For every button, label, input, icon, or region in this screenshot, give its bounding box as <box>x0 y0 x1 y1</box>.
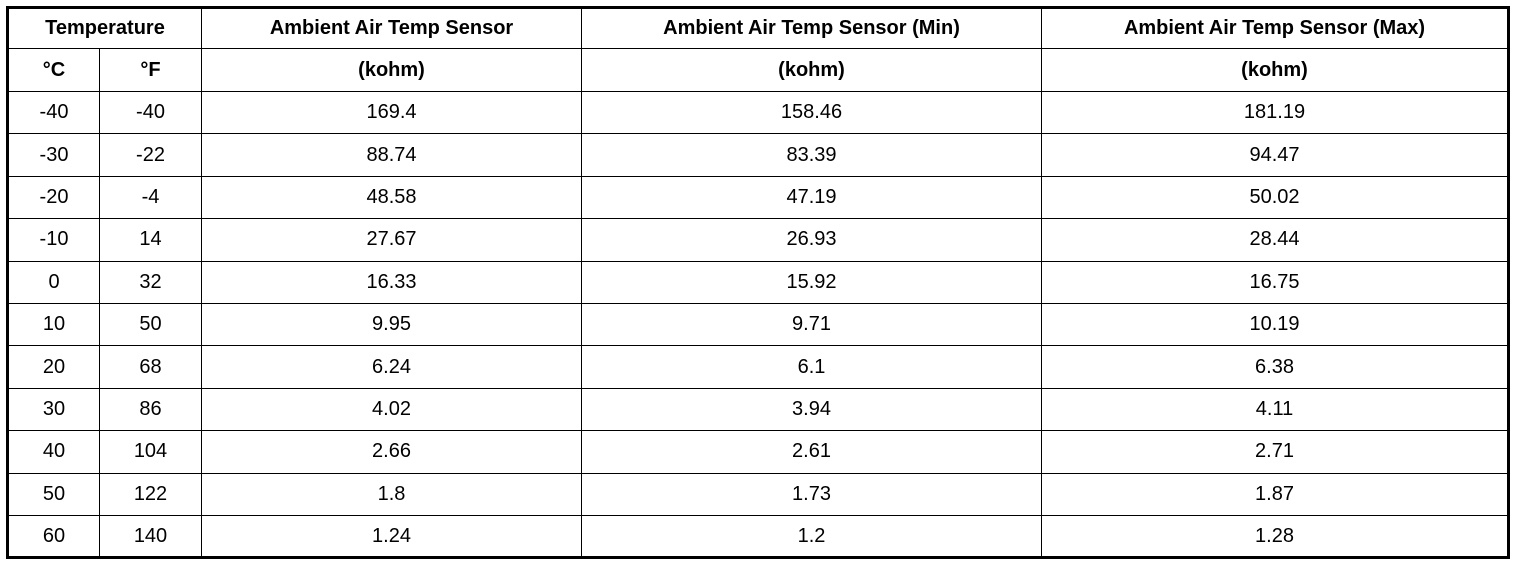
table-row: 40 104 2.66 2.61 2.71 <box>7 430 1510 474</box>
table-cell: 50 <box>7 472 100 516</box>
table-cell: 88.74 <box>201 133 583 177</box>
table-cell: 104 <box>98 430 203 474</box>
table-cell: 140 <box>98 514 203 559</box>
table-row: 20 68 6.24 6.1 6.38 <box>7 345 1510 389</box>
header-cell: (kohm) <box>581 48 1043 92</box>
table-cell: 1.8 <box>201 472 583 516</box>
table-cell: 9.71 <box>581 302 1043 347</box>
table-cell: 30 <box>7 387 100 432</box>
table-cell: 28.44 <box>1041 218 1510 262</box>
table-cell: 20 <box>7 345 100 389</box>
table-cell: 4.11 <box>1041 387 1510 432</box>
header-cell: Ambient Air Temp Sensor (Max) <box>1041 7 1510 49</box>
table-cell: 40 <box>7 430 100 474</box>
table-cell: 50 <box>98 302 203 347</box>
table-cell: 32 <box>98 260 203 304</box>
table-cell: 6.1 <box>581 345 1043 389</box>
table-body: -40 -40 169.4 158.46 181.19 -30 -22 88.74 83.39 9… <box>7 90 1510 559</box>
table-cell: 1.87 <box>1041 472 1510 516</box>
table-row: 60 140 1.24 1.2 1.28 <box>7 514 1510 559</box>
table-cell: 1.2 <box>581 514 1043 559</box>
table-cell: 14 <box>98 218 203 262</box>
table-cell: 10.19 <box>1041 302 1510 347</box>
table-cell: 6.24 <box>201 345 583 389</box>
table-cell: 94.47 <box>1041 133 1510 177</box>
table-cell: 1.28 <box>1041 514 1510 559</box>
table-cell: 86 <box>98 387 203 432</box>
table-cell: 2.66 <box>201 430 583 474</box>
header-cell: °C <box>7 48 100 92</box>
table-cell: 2.61 <box>581 430 1043 474</box>
table-cell: 48.58 <box>201 175 583 220</box>
table-row: -20 -4 48.58 47.19 50.02 <box>7 175 1510 220</box>
table-row: -40 -40 169.4 158.46 181.19 <box>7 90 1510 135</box>
table-cell: 122 <box>98 472 203 516</box>
table-cell: -10 <box>7 218 100 262</box>
header-cell: (kohm) <box>201 48 583 92</box>
table-cell: 169.4 <box>201 90 583 135</box>
table-cell: 0 <box>7 260 100 304</box>
table-cell: 6.38 <box>1041 345 1510 389</box>
table-cell: 158.46 <box>581 90 1043 135</box>
table-cell: -30 <box>7 133 100 177</box>
table-cell: 60 <box>7 514 100 559</box>
table-row: 10 50 9.95 9.71 10.19 <box>7 302 1510 347</box>
table-cell: -40 <box>7 90 100 135</box>
table-cell: 3.94 <box>581 387 1043 432</box>
table-row: -10 14 27.67 26.93 28.44 <box>7 218 1510 262</box>
table-cell: 50.02 <box>1041 175 1510 220</box>
header-cell: °F <box>98 48 203 92</box>
table-cell: 4.02 <box>201 387 583 432</box>
table-cell: 181.19 <box>1041 90 1510 135</box>
table-cell: 16.75 <box>1041 260 1510 304</box>
header-row: °C °F (kohm) (kohm) (kohm) <box>7 48 1510 92</box>
table-row: 30 86 4.02 3.94 4.11 <box>7 387 1510 432</box>
header-cell: (kohm) <box>1041 48 1510 92</box>
header-cell: Ambient Air Temp Sensor (Min) <box>581 7 1043 49</box>
table-row: 50 122 1.8 1.73 1.87 <box>7 472 1510 516</box>
table-row: 0 32 16.33 15.92 16.75 <box>7 260 1510 304</box>
table-cell: 47.19 <box>581 175 1043 220</box>
table-cell: -22 <box>98 133 203 177</box>
table-cell: 2.71 <box>1041 430 1510 474</box>
header-cell: Temperature <box>6 7 203 49</box>
table-cell: 83.39 <box>581 133 1043 177</box>
table-cell: 68 <box>98 345 203 389</box>
resistance-table: Temperature Ambient Air Temp Sensor Ambie… <box>6 6 1511 560</box>
table-cell: 10 <box>7 302 100 347</box>
table-cell: 1.24 <box>201 514 583 559</box>
table-cell: -4 <box>98 175 203 220</box>
table-cell: 16.33 <box>201 260 583 304</box>
table-header: Temperature Ambient Air Temp Sensor Ambie… <box>6 7 1510 92</box>
table-row: -30 -22 88.74 83.39 94.47 <box>7 133 1510 177</box>
table-cell: -20 <box>7 175 100 220</box>
table-cell: 9.95 <box>201 302 583 347</box>
header-row: Temperature Ambient Air Temp Sensor Ambie… <box>6 7 1510 49</box>
table-cell: 15.92 <box>581 260 1043 304</box>
table-cell: -40 <box>98 90 203 135</box>
table-cell: 27.67 <box>201 218 583 262</box>
table-cell: 26.93 <box>581 218 1043 262</box>
header-cell: Ambient Air Temp Sensor <box>201 7 583 49</box>
table-cell: 1.73 <box>581 472 1043 516</box>
